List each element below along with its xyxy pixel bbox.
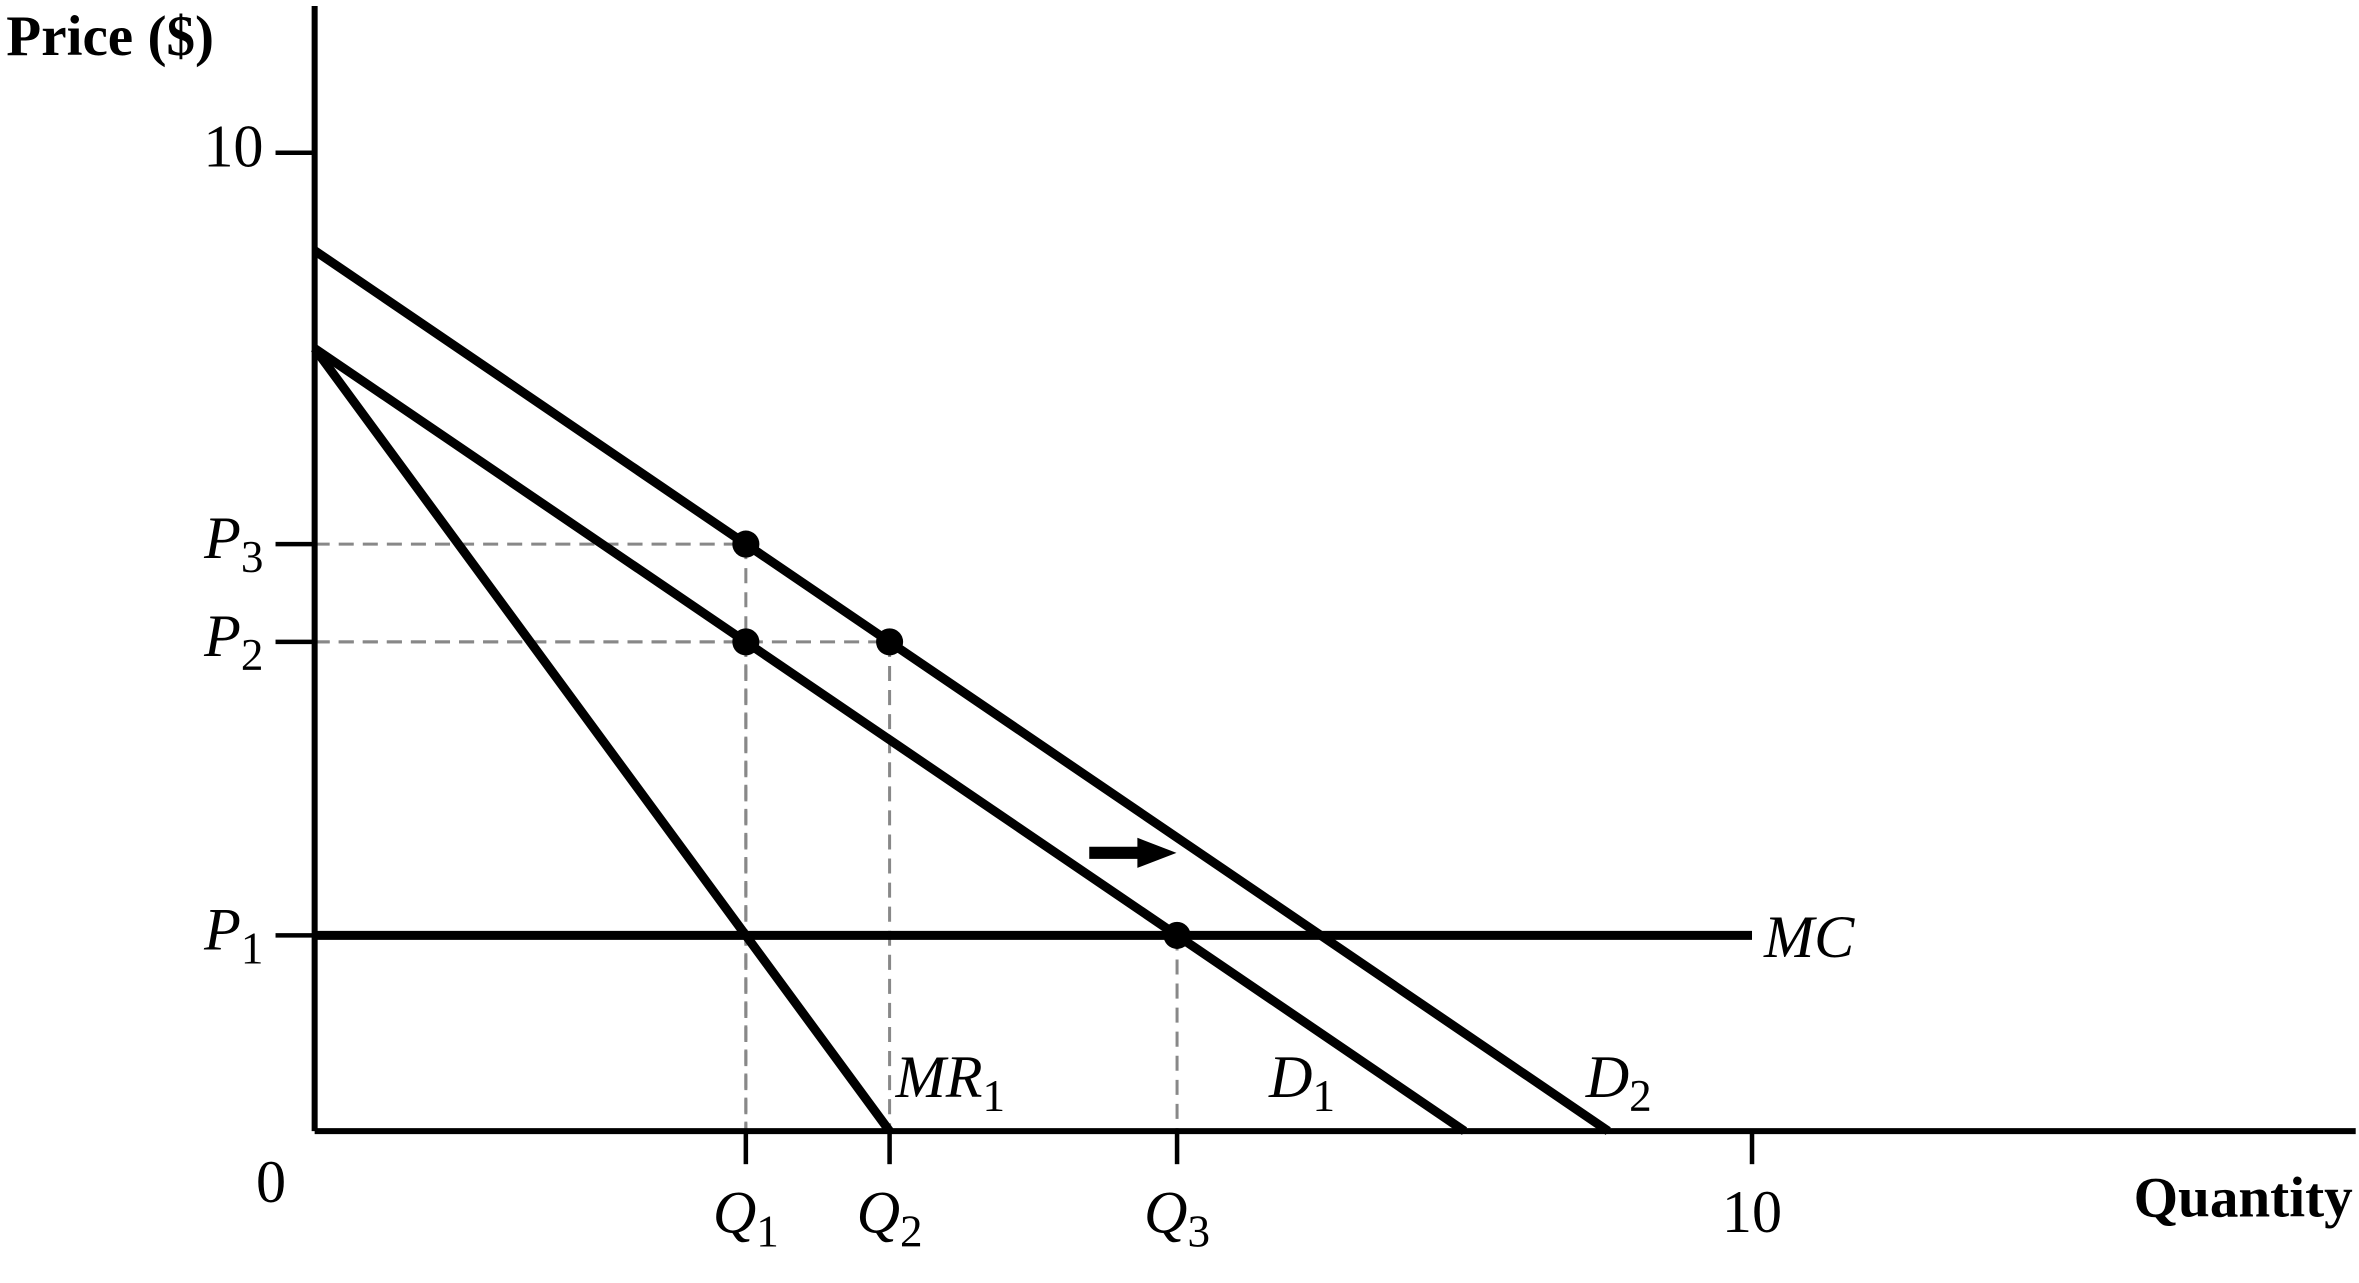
arrow-head: [1137, 837, 1177, 868]
x-axis-title: Quantity: [2134, 1166, 2354, 1229]
x-tick-label: Q1: [713, 1179, 779, 1257]
series-label: D2: [1585, 1044, 1652, 1122]
y-tick-label: P3: [203, 505, 263, 583]
x-tick-label: Q2: [857, 1179, 923, 1257]
series-line: [312, 246, 1611, 1135]
point: [1163, 921, 1191, 949]
series-line: [311, 345, 894, 1134]
point: [732, 628, 760, 656]
x-tick-label: Q3: [1144, 1179, 1210, 1257]
shift-arrow: [1089, 837, 1177, 868]
x-tick-label: 0: [256, 1149, 286, 1216]
y-axis-title: Price ($): [6, 5, 214, 68]
point: [732, 530, 760, 558]
y-tick-label: P1: [203, 896, 263, 974]
series-label: MC: [1763, 904, 1855, 971]
series-label: MR1: [895, 1044, 1005, 1122]
series-label: D1: [1268, 1044, 1335, 1122]
y-tick-label: P2: [203, 603, 263, 681]
x-tick-label: 10: [1722, 1179, 1782, 1246]
point: [876, 628, 904, 656]
y-tick-label: 10: [203, 114, 263, 181]
series-line: [312, 344, 1468, 1135]
